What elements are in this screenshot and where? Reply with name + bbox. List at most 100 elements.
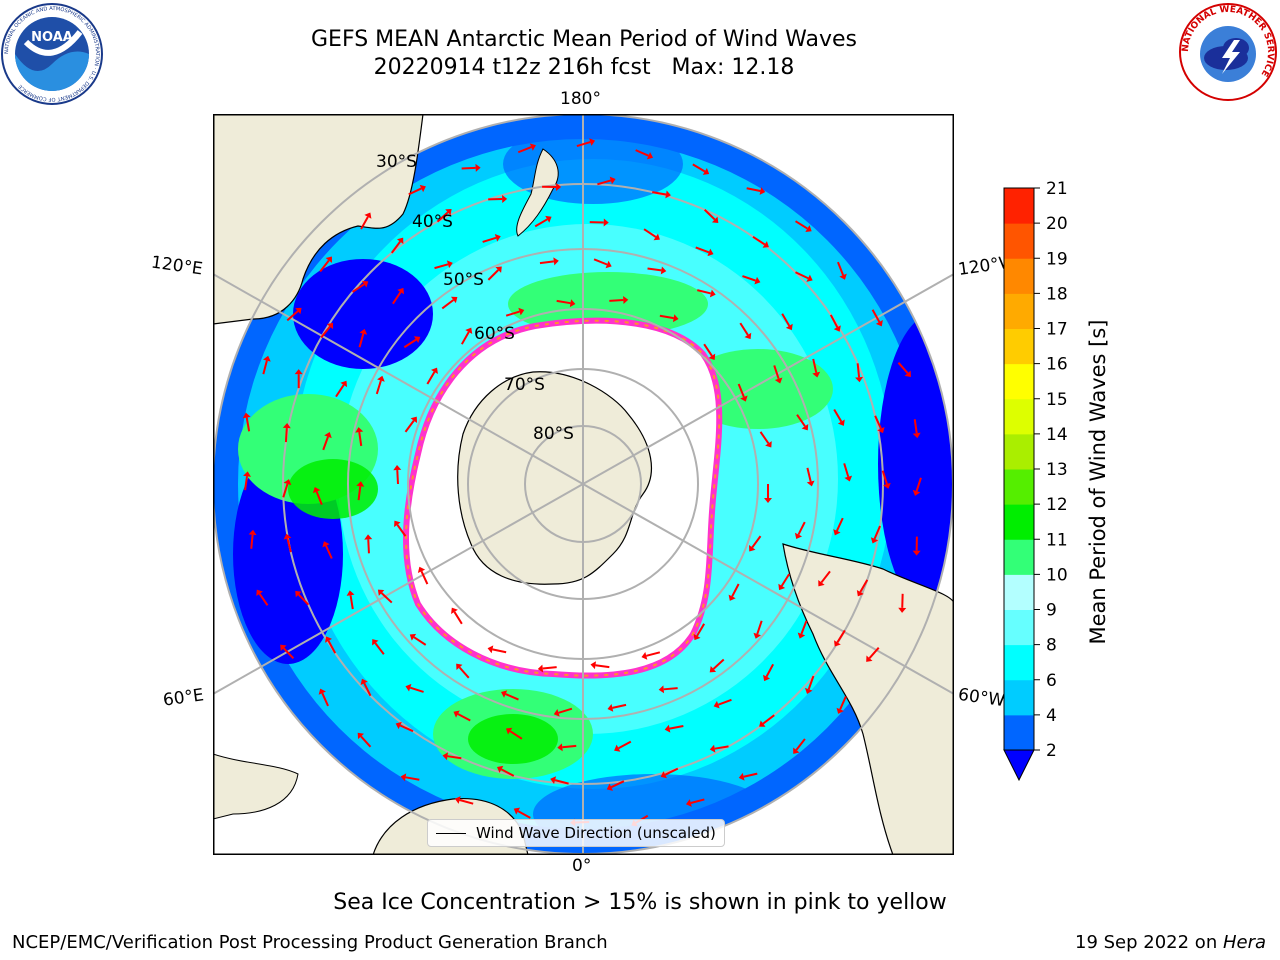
wind-wave-arrow <box>843 463 853 482</box>
wind-wave-arrow <box>409 633 427 646</box>
wind-wave-arrow <box>647 266 667 275</box>
wind-wave-arrow <box>320 322 334 339</box>
wind-wave-arrow <box>460 327 473 345</box>
chart-title: GEFS MEAN Antarctic Mean Period of Wind … <box>234 26 934 82</box>
colorbar-band <box>1004 223 1034 259</box>
colorbar-under-range <box>1003 749 1035 782</box>
colorbar-band <box>1004 433 1034 470</box>
wind-wave-arrow <box>351 280 369 293</box>
wind-wave-arrow <box>312 486 323 506</box>
wind-wave-arrow <box>358 328 368 348</box>
wind-wave-arrow <box>593 258 612 269</box>
sea-ice-caption: Sea Ice Concentration > 15% is shown in … <box>333 890 947 915</box>
wind-wave-arrow <box>488 195 508 204</box>
wind-wave-arrow <box>557 743 577 752</box>
wind-wave-arrow <box>454 796 474 805</box>
colorbar-tick-label: 6 <box>1046 671 1057 691</box>
wind-wave-arrow <box>912 477 922 496</box>
wind-wave-arrow <box>607 703 627 712</box>
low-period-patch-east <box>878 314 953 614</box>
wind-wave-arrow <box>322 541 333 559</box>
colorbar-band <box>1004 293 1034 329</box>
wind-wave-arrow <box>739 322 752 340</box>
lon-label-60e: 60°E <box>161 685 206 711</box>
wind-wave-arrow <box>256 589 269 606</box>
wind-wave-arrow <box>664 724 684 733</box>
colorbar-label: Mean Period of Wind Waves [s] <box>1086 319 1110 645</box>
lat-label-40s: 40°S <box>412 212 453 232</box>
wind-wave-arrow <box>294 369 303 389</box>
colorbar-band <box>1004 644 1034 681</box>
colorbar-tick-label: 8 <box>1046 636 1057 656</box>
wind-wave-arrow <box>319 256 332 273</box>
wind-wave-arrow <box>912 536 921 556</box>
wind-wave-arrow <box>837 261 847 280</box>
wind-wave-arrow <box>685 798 705 807</box>
wind-wave-arrow <box>658 685 678 694</box>
colorbar-tick-label: 21 <box>1046 179 1068 199</box>
colorbar-tick-label: 4 <box>1046 706 1057 726</box>
wind-wave-arrow <box>609 296 629 305</box>
wind-wave-arrow <box>753 620 763 639</box>
wind-wave-arrow <box>242 412 251 432</box>
colorbar-band <box>1004 504 1034 540</box>
wind-wave-arrow <box>812 358 821 378</box>
polar-map <box>213 114 954 855</box>
wind-wave-arrow <box>871 309 883 327</box>
lat-label-50s: 50°S <box>443 270 484 290</box>
wind-wave-arrow <box>806 467 815 487</box>
wind-wave-arrow <box>752 235 769 248</box>
wind-wave-arrow <box>517 143 536 154</box>
wind-wave-arrow <box>441 296 458 310</box>
low-period-patch-northwest <box>293 259 433 369</box>
wind-wave-arrow <box>295 590 310 606</box>
lat-label-60s: 60°S <box>474 324 515 344</box>
wind-wave-arrow <box>283 533 292 553</box>
wind-wave-arrow <box>796 414 809 431</box>
colorbar-tick-label: 12 <box>1046 495 1068 515</box>
wind-wave-arrow <box>513 807 531 819</box>
colorbar-tick-label: 19 <box>1046 249 1068 269</box>
wind-wave-arrow <box>286 307 302 322</box>
lon-label-120e: 120°E <box>149 252 204 280</box>
wind-wave-arrow <box>360 212 372 230</box>
wind-wave-arrow <box>408 184 426 196</box>
antarctica <box>457 371 652 585</box>
footer-date: 19 Sep 2022 on Hera <box>1075 932 1266 953</box>
colorbar-band <box>1004 398 1034 435</box>
wind-wave-arrow <box>318 688 329 707</box>
wind-wave-arrow <box>487 266 502 281</box>
colorbar: 2 4 6 8 9 10 11 12 13 14 15 16 17 18 19 20 21 <box>1003 179 1068 782</box>
wind-wave-arrow <box>659 314 679 323</box>
colorbar-tick-label: 17 <box>1046 320 1068 340</box>
wind-wave-arrow <box>660 767 679 779</box>
colorbar-tick-label: 10 <box>1046 565 1068 585</box>
wind-wave-arrow <box>713 698 732 709</box>
wind-wave-arrow <box>692 163 710 175</box>
colorbar-band <box>1004 539 1034 575</box>
wind-wave-arrow <box>282 423 291 443</box>
wind-wave-arrow <box>390 237 404 254</box>
wind-wave-arrow <box>576 138 596 148</box>
wind-wave-arrow <box>641 651 661 660</box>
nws-logo: NATIONAL WEATHER SERVICE <box>1179 3 1277 101</box>
wind-wave-arrow <box>355 427 364 447</box>
wind-wave-arrow <box>746 187 766 195</box>
colorbar-band <box>1004 258 1034 294</box>
wind-wave-arrow <box>542 182 562 191</box>
lon-label-0: 0° <box>572 856 592 876</box>
wind-wave-arrow <box>346 590 355 610</box>
wind-wave-arrow <box>652 190 671 199</box>
wind-wave-arrow <box>856 579 869 597</box>
wind-wave-arrow <box>833 517 844 536</box>
wind-wave-arrow <box>357 732 372 748</box>
wind-wave-arrow <box>804 675 815 694</box>
wind-wave-arrow <box>912 419 921 439</box>
wind-wave-arrow <box>453 710 471 722</box>
wind-wave-arrow <box>793 738 806 754</box>
wind-wave-arrow <box>395 721 414 733</box>
wind-wave-arrows <box>242 138 922 827</box>
wind-wave-arrow <box>461 163 481 172</box>
noaa-logo-text: NOAA <box>31 30 73 45</box>
wind-wave-arrow <box>442 752 462 761</box>
